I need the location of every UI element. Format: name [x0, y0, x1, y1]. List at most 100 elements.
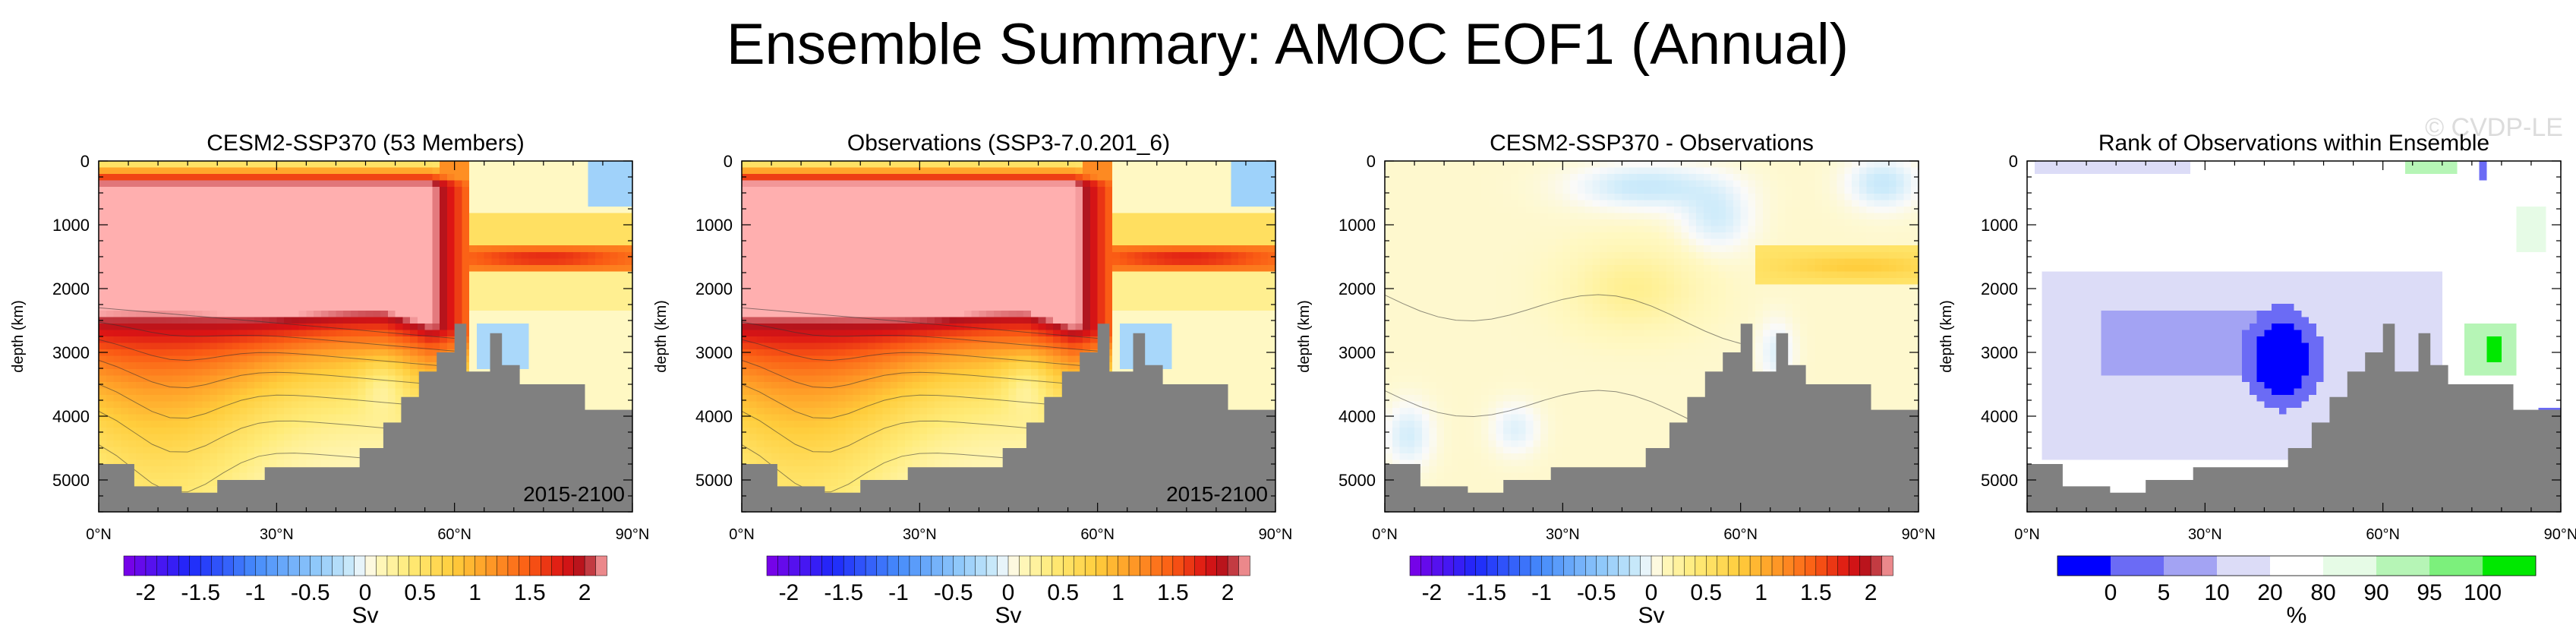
heatmap-cell [476, 232, 485, 240]
heatmap-cell [121, 401, 129, 409]
heatmap-cell [499, 167, 507, 175]
heatmap-cell [314, 440, 322, 448]
panel-2: Observations (SSP3-7.0.201_6)01000200030… [653, 131, 1292, 628]
heatmap-cell [837, 434, 847, 441]
heatmap-cell [380, 304, 389, 311]
heatmap-cell [410, 258, 418, 266]
heatmap-cell [801, 200, 809, 207]
heatmap-cell [536, 304, 544, 311]
heatmap-cell [513, 278, 522, 286]
heatmap-cell [742, 323, 750, 331]
heatmap-cell [291, 362, 300, 370]
heatmap-cell [165, 317, 174, 324]
heatmap-cell [291, 434, 300, 441]
heatmap-cell [210, 232, 218, 240]
heatmap-cell [756, 278, 765, 286]
heatmap-cell [387, 219, 396, 227]
heatmap-cell [358, 206, 367, 214]
heatmap-cell [580, 174, 589, 182]
heatmap-cell [793, 453, 802, 461]
heatmap-cell [343, 336, 352, 344]
heatmap-cell [217, 375, 225, 383]
heatmap-cell [499, 232, 507, 240]
heatmap-cell [845, 368, 854, 376]
heatmap-cell [343, 278, 352, 286]
heatmap-cell [180, 213, 188, 220]
heatmap-cell [610, 193, 619, 200]
heatmap-cell [276, 375, 285, 383]
heatmap-cell [158, 427, 166, 434]
heatmap-cell [387, 388, 396, 396]
heatmap-cell [269, 193, 277, 200]
heatmap-cell [617, 388, 626, 396]
heatmap-cell [513, 330, 522, 337]
heatmap-cell [808, 434, 817, 441]
heatmap-cell [188, 330, 196, 337]
heatmap-cell [380, 193, 389, 200]
heatmap-cell [113, 291, 121, 298]
heatmap-cell [462, 251, 470, 259]
heatmap-cell [831, 278, 839, 286]
heatmap-cell [217, 206, 225, 214]
heatmap-cell [580, 291, 589, 298]
heatmap-cell [165, 362, 174, 370]
heatmap-cell [217, 291, 225, 298]
heatmap-cell [135, 219, 144, 227]
heatmap-cell [143, 421, 151, 428]
heatmap-cell [99, 421, 107, 428]
heatmap-cell [121, 161, 129, 169]
heatmap-cell [194, 343, 203, 350]
heatmap-cell [786, 447, 794, 454]
heatmap-cell [845, 453, 854, 461]
heatmap-cell [365, 440, 374, 448]
heatmap-cell [786, 414, 794, 421]
heatmap-cell [410, 388, 418, 396]
heatmap-cell [469, 245, 478, 253]
heatmap-cell [224, 206, 233, 214]
heatmap-cell [128, 174, 137, 182]
heatmap-cell [536, 362, 544, 370]
colorbar-swatch [497, 555, 509, 576]
heatmap-cell [595, 368, 604, 376]
heatmap-cell [808, 258, 817, 266]
heatmap-cell [336, 174, 344, 182]
heatmap-cell [113, 264, 121, 273]
heatmap-cell [756, 258, 765, 266]
heatmap-cell [778, 200, 787, 207]
heatmap-cell [536, 264, 544, 273]
heatmap-cell [350, 174, 359, 182]
heatmap-cell [801, 323, 809, 331]
heatmap-cell [860, 388, 869, 396]
heatmap-cell [778, 258, 787, 266]
heatmap-cell [343, 421, 352, 428]
heatmap-cell [232, 408, 241, 415]
heatmap-cell [853, 427, 861, 434]
heatmap-cell [165, 447, 174, 454]
heatmap-cell [786, 219, 794, 227]
heatmap-cell [261, 278, 270, 286]
heatmap-cell [306, 375, 314, 383]
heatmap-cell [121, 459, 129, 467]
heatmap-cell [417, 264, 426, 273]
heatmap-cell [499, 193, 507, 200]
heatmap-cell [808, 245, 817, 253]
colorbar-swatch [573, 555, 585, 576]
heatmap-cell [113, 304, 121, 311]
heatmap-cell [217, 466, 225, 474]
heatmap-cell [387, 161, 396, 169]
heatmap-cell [837, 414, 847, 421]
heatmap-cell [320, 355, 329, 363]
heatmap-cell [853, 291, 861, 298]
heatmap-cell [469, 161, 478, 169]
heatmap-cell [180, 388, 188, 396]
heatmap-cell [180, 238, 188, 246]
heatmap-cell [158, 284, 166, 292]
heatmap-cell [580, 219, 589, 227]
heatmap-cell [860, 174, 869, 182]
heatmap-cell [506, 336, 515, 344]
heatmap-cell [172, 459, 181, 467]
heatmap-cell [165, 472, 174, 480]
heatmap-cell [158, 323, 166, 331]
heatmap-cell [188, 323, 196, 331]
heatmap-cell [860, 284, 869, 292]
